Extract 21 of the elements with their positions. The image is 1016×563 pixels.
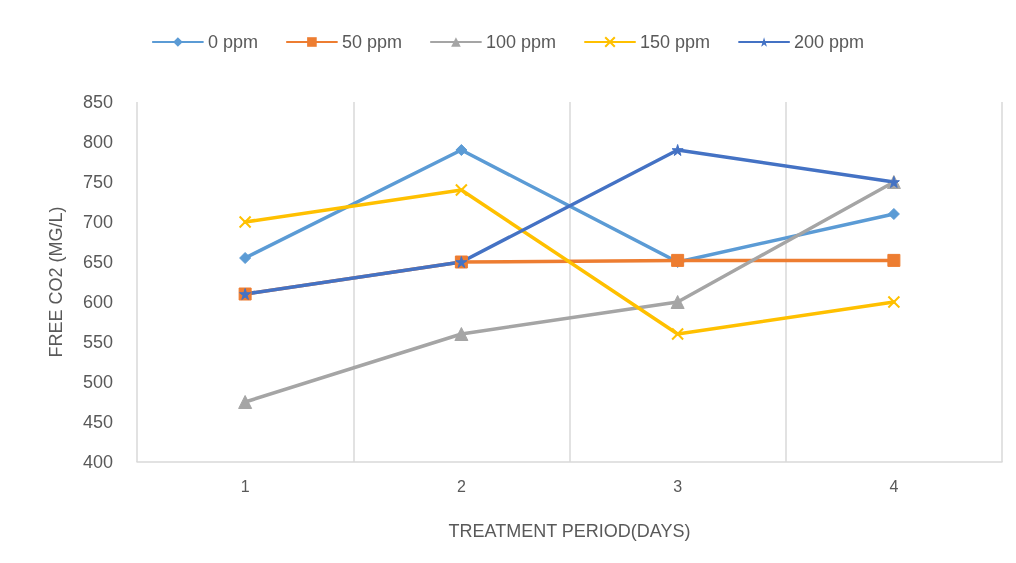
- x-tick-label: 1: [240, 477, 250, 495]
- x-tick-label: 2: [456, 477, 466, 495]
- legend-label: 50 ppm: [341, 32, 402, 52]
- y-tick-label: 800: [82, 132, 113, 152]
- legend-label: 0 ppm: [207, 32, 258, 52]
- x-axis-title: TREATMENT PERIOD(DAYS): [448, 521, 691, 541]
- y-tick-label: 850: [82, 92, 113, 112]
- y-tick-label: 400: [82, 452, 113, 472]
- y-tick-label: 650: [82, 252, 113, 272]
- x-tick-label: 3: [673, 477, 683, 495]
- y-tick-label: 600: [82, 292, 113, 312]
- y-tick-label: 450: [82, 412, 113, 432]
- y-tick-label: 750: [82, 172, 113, 192]
- x-tick-label: 4: [889, 477, 899, 495]
- legend-label: 200 ppm: [794, 32, 865, 52]
- y-tick-label: 700: [82, 212, 113, 232]
- y-tick-label: 550: [82, 332, 113, 352]
- y-axis-title: FREE CO2 (MG/L): [46, 206, 66, 358]
- legend-label: 100 ppm: [485, 32, 557, 52]
- legend-label: 150 ppm: [640, 32, 711, 52]
- y-tick-label: 500: [82, 372, 113, 392]
